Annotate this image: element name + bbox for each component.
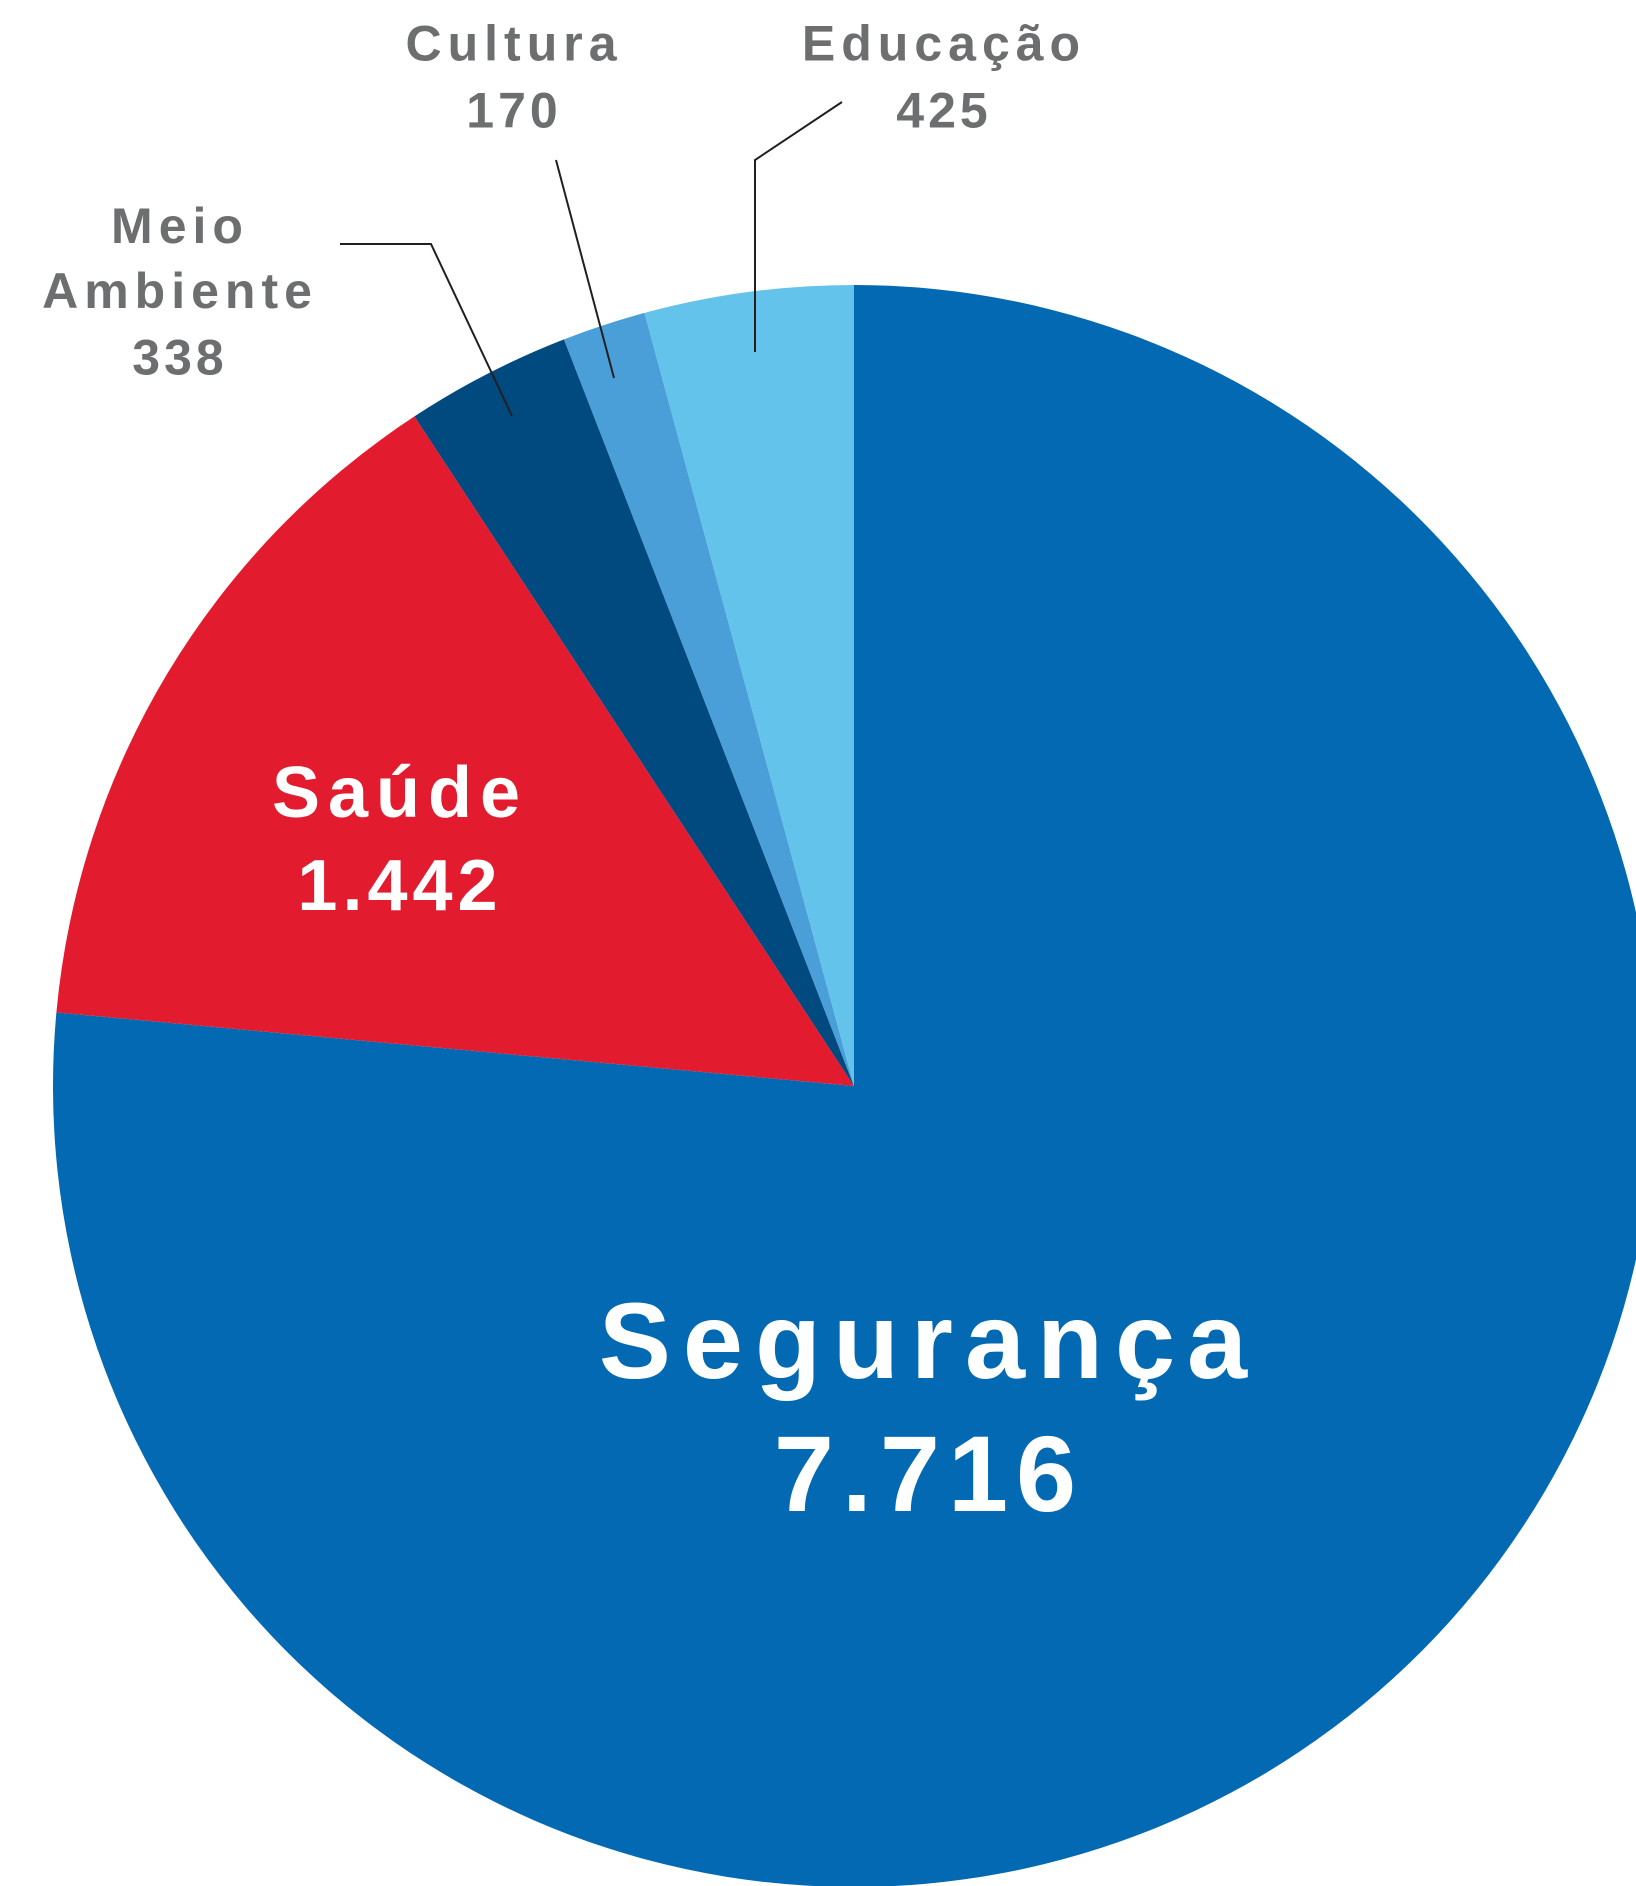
- slice: [414, 339, 854, 1087]
- slice-value: 425: [896, 82, 992, 139]
- leader-line: [555, 159, 615, 379]
- slice-value: 170: [466, 82, 562, 139]
- slice-value: 7.716: [773, 1412, 1085, 1534]
- leader-line: [340, 243, 513, 417]
- slice-name: Meio Ambiente: [42, 198, 318, 319]
- leader-line: [754, 101, 843, 352]
- slices: [53, 285, 1636, 1886]
- slice-name: Educação: [801, 15, 1087, 72]
- slice-name: Cultura: [405, 15, 623, 72]
- slice: [563, 312, 854, 1086]
- slice-value: 338: [132, 329, 228, 386]
- slice: [53, 285, 1636, 1886]
- slice: [56, 416, 855, 1086]
- slice-name: Segurança: [598, 1279, 1260, 1401]
- slice-name: Saúde: [271, 753, 529, 834]
- leader-lines: [340, 101, 843, 417]
- slice-value: 1.442: [297, 846, 503, 927]
- slice: [644, 285, 854, 1086]
